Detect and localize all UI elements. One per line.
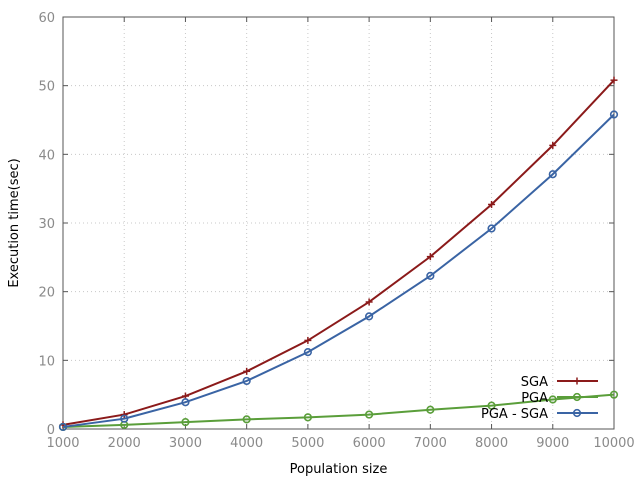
data-point-pga (303, 413, 312, 422)
series-line-pga (62, 393, 615, 428)
data-point-pga-sga (487, 224, 496, 233)
data-point-pga (242, 415, 251, 424)
data-point-pga (426, 405, 435, 414)
series-line-pga-sga (62, 113, 615, 428)
y-tick-label: 50 (38, 80, 55, 95)
y-axis-title: Execution time(sec) (7, 158, 22, 287)
data-point-pga-sga (303, 347, 312, 357)
x-tick-label: 7000 (414, 436, 447, 451)
x-axis-title: Population size (290, 462, 388, 477)
axis-ticks: 1000 2000 3000 4000 5000 6000 7000 8000 9000 1000… (38, 11, 634, 451)
y-tick-label: 60 (38, 11, 55, 26)
x-tick-label: 1000 (46, 436, 79, 451)
data-point-pga-sga (426, 271, 435, 280)
grid-lines (63, 17, 614, 429)
y-tick-label: 30 (38, 217, 55, 232)
data-point-pga (365, 410, 374, 419)
y-tick-label: 20 (38, 286, 55, 301)
legend-label-sga: SGA (521, 375, 548, 390)
data-point-pga (548, 395, 557, 404)
data-point-pga (181, 418, 190, 427)
x-tick-label: 6000 (353, 436, 386, 451)
data-point-pga-sga (120, 414, 129, 423)
x-tick-label: 5000 (291, 436, 324, 451)
data-point-pga (487, 401, 496, 410)
data-point-sga (120, 411, 128, 419)
legend-marker-pga-sga (572, 408, 582, 418)
data-point-sga (610, 76, 618, 84)
data-point-pga-sga (548, 170, 557, 179)
x-tick-label: 2000 (108, 436, 141, 451)
data-point-sga (243, 367, 251, 375)
y-tick-label: 0 (47, 423, 55, 438)
data-point-sga (365, 298, 373, 306)
legend-marker-pga (572, 392, 582, 402)
y-tick-label: 10 (38, 354, 55, 369)
series-lines (58, 76, 619, 432)
data-point-pga-sga (365, 312, 374, 321)
data-point-sga (426, 253, 434, 261)
data-point-sga (304, 336, 312, 344)
x-tick-label: 10000 (593, 436, 634, 451)
y-tick-label: 40 (38, 148, 55, 163)
x-tick-label: 9000 (536, 436, 569, 451)
series-line-sga (62, 79, 615, 426)
data-point-sga (488, 200, 496, 208)
data-point-pga-sga (58, 422, 68, 432)
data-point-sga (549, 141, 557, 149)
data-point-pga-sga (242, 376, 251, 386)
x-tick-label: 3000 (169, 436, 202, 451)
legend-label-pga-sga: PGA - SGA (481, 407, 548, 422)
data-point-pga (609, 390, 619, 399)
legend-label-pga: PGA (521, 391, 548, 406)
legend-marker-sga (573, 377, 581, 385)
data-point-pga-sga (181, 398, 190, 407)
data-point-pga-sga (609, 110, 619, 119)
x-tick-label: 8000 (475, 436, 508, 451)
x-tick-label: 4000 (230, 436, 263, 451)
